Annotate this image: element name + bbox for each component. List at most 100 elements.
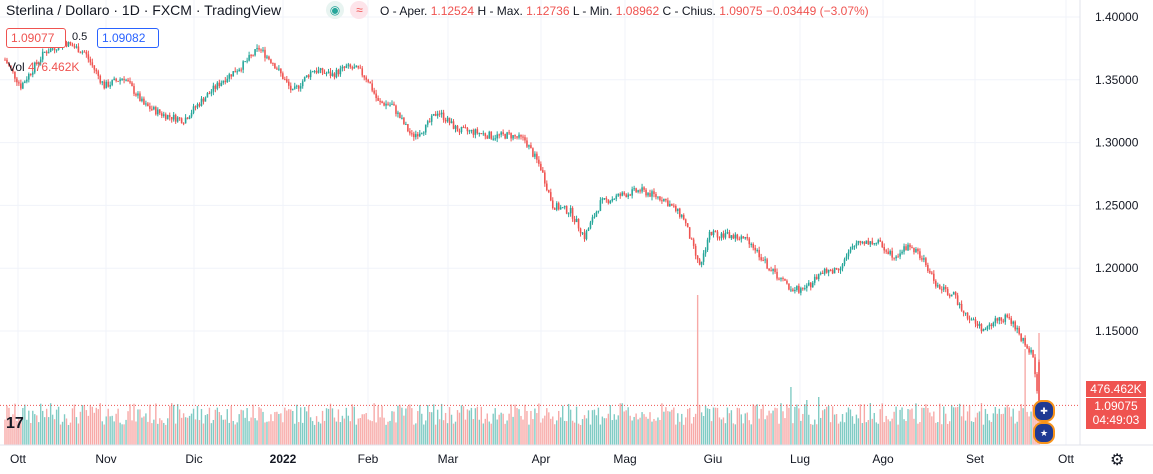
- volume-bar: [115, 413, 117, 445]
- volume-bar: [685, 417, 687, 445]
- candle: [417, 131, 419, 140]
- volume-bar: [67, 424, 70, 445]
- volume-bar: [744, 413, 746, 445]
- spread-value: 0.5: [72, 31, 88, 43]
- volume-bar: [792, 423, 794, 445]
- volume-bar: [843, 422, 846, 445]
- candle: [436, 110, 439, 119]
- candle: [291, 88, 294, 91]
- volume-bar: [774, 407, 776, 445]
- candle: [309, 69, 312, 81]
- volume-bar: [429, 411, 431, 445]
- volume-bar: [99, 403, 101, 445]
- volume-bar: [432, 404, 435, 445]
- volume-bar: [252, 404, 254, 445]
- volume-bar: [980, 403, 983, 445]
- volume-bar: [1014, 423, 1016, 445]
- change-value: −0.03449 (−3.07%): [765, 4, 869, 18]
- volume-bar: [508, 413, 510, 445]
- candle: [428, 118, 431, 123]
- volume-bar: [61, 421, 64, 445]
- candle: [940, 286, 943, 294]
- candle: [147, 102, 149, 107]
- volume-bar: [220, 415, 223, 445]
- candle: [422, 131, 425, 136]
- volume-bar: [784, 418, 786, 445]
- volume-bar: [468, 410, 471, 445]
- volume-bar: [347, 415, 350, 445]
- candle: [258, 45, 260, 52]
- candle: [925, 256, 927, 268]
- candle: [583, 229, 586, 242]
- candle: [222, 80, 225, 85]
- candle: [968, 315, 971, 324]
- volume-bar: [1010, 416, 1012, 445]
- volume-bar: [913, 418, 915, 445]
- candle: [921, 255, 923, 262]
- candle: [730, 235, 733, 240]
- us-flag-icon[interactable]: ★: [1033, 422, 1055, 444]
- candle: [12, 67, 14, 74]
- candle: [746, 233, 749, 241]
- candle: [262, 47, 264, 53]
- volume-bar: [661, 403, 663, 445]
- volume-bar: [911, 408, 913, 445]
- wave-icon[interactable]: ≈: [350, 1, 369, 19]
- volume-bar: [708, 408, 711, 445]
- volume-bar: [577, 423, 580, 445]
- volume-bar: [403, 415, 405, 445]
- volume-bar: [978, 411, 981, 445]
- time-axis[interactable]: Ott Nov Dic 2022 Feb Mar Apr Mag Giu Lug Ago Set Ott: [10, 452, 1075, 466]
- candle: [270, 58, 272, 64]
- candle: [571, 206, 574, 222]
- volume-bar: [14, 403, 16, 445]
- candle: [528, 144, 530, 150]
- volume-bar: [756, 404, 758, 445]
- candle: [444, 117, 447, 124]
- candle: [877, 238, 880, 245]
- tradingview-logo[interactable]: 17: [6, 415, 24, 432]
- candle: [379, 98, 381, 105]
- volume-bar: [839, 421, 842, 445]
- candle: [841, 263, 844, 272]
- candle: [272, 62, 274, 67]
- volume-bar: [490, 423, 492, 445]
- volume-bar: [63, 414, 66, 445]
- uk-flag-icon[interactable]: ✚: [1033, 400, 1055, 422]
- volume-bar: [482, 423, 484, 445]
- volume-bar: [73, 404, 76, 445]
- candle: [6, 57, 8, 64]
- candle: [540, 161, 542, 172]
- countdown-value: 04:49:03: [1092, 413, 1140, 427]
- candle: [242, 60, 244, 74]
- volume-bar: [42, 410, 44, 445]
- volume-bar: [448, 407, 451, 445]
- volume-bar: [899, 409, 901, 445]
- volume-bar: [879, 409, 881, 445]
- x-tick-label: Mar: [438, 452, 459, 466]
- volume-label: Vol: [8, 60, 25, 74]
- candle: [796, 285, 798, 292]
- candle: [851, 243, 854, 250]
- volume-bar: [617, 415, 619, 445]
- candle: [510, 132, 512, 142]
- volume-bar: [147, 421, 149, 445]
- volume-bar: [397, 405, 399, 445]
- price-axis[interactable]: 1.40000 1.35000 1.30000 1.25000 1.20000 1.150…: [0, 0, 1153, 446]
- volume-bar: [377, 405, 379, 445]
- candle: [192, 103, 195, 115]
- volume-bar: [91, 406, 94, 445]
- eye-icon[interactable]: ◉: [326, 1, 344, 19]
- volume-bar: [486, 413, 488, 445]
- volume-bar: [401, 407, 403, 445]
- buy-price-button[interactable]: 1.09082: [97, 28, 159, 48]
- volume-bar: [806, 400, 808, 445]
- gear-icon[interactable]: ⚙: [1110, 452, 1125, 469]
- volume-bar: [268, 421, 270, 445]
- candle: [426, 119, 429, 128]
- volume-bar: [552, 416, 554, 445]
- sell-price-button[interactable]: 1.09077: [6, 28, 66, 48]
- candle: [776, 268, 778, 281]
- volume-bar: [38, 422, 40, 445]
